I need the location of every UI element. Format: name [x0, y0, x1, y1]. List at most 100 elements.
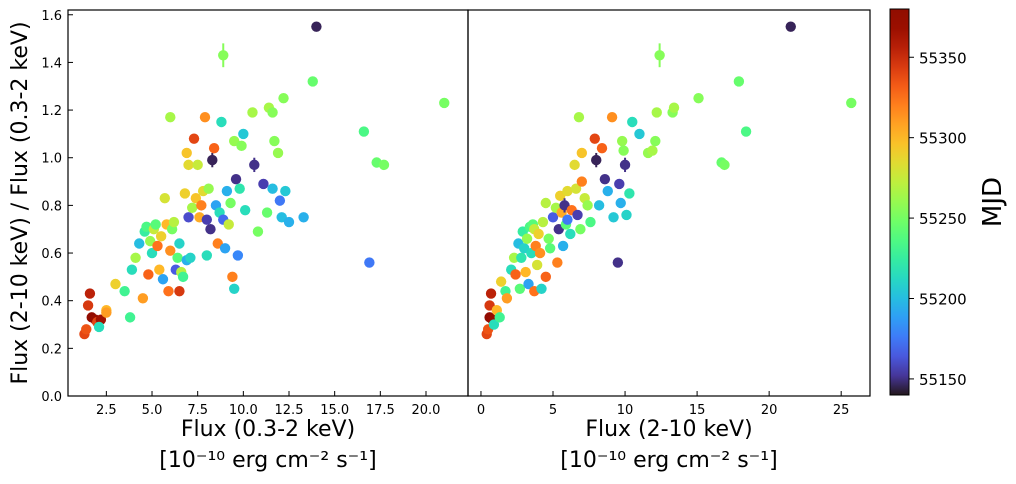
data-point	[179, 188, 191, 199]
data-point	[514, 283, 526, 294]
data-point	[283, 216, 295, 228]
x-tick-label: 20	[761, 403, 778, 418]
data-point	[733, 76, 745, 87]
data-point	[543, 233, 554, 244]
data-point	[510, 269, 521, 280]
data-point	[439, 97, 450, 109]
data-point	[608, 212, 619, 223]
data-point	[82, 300, 94, 311]
data-point	[155, 231, 167, 242]
data-point	[177, 271, 189, 283]
data-point	[544, 243, 556, 254]
plot-frame	[467, 9, 871, 397]
data-point	[227, 271, 238, 283]
data-point	[624, 188, 635, 199]
data-point	[238, 128, 249, 140]
x-tick-label: 20.0	[412, 403, 441, 418]
data-point	[183, 159, 194, 171]
data-point	[693, 92, 704, 104]
data-point	[488, 319, 500, 330]
colorbar-tick-label: 55150	[919, 371, 967, 389]
data-point	[172, 252, 183, 264]
data-point	[247, 107, 258, 118]
data-point	[557, 240, 569, 252]
data-point	[199, 112, 211, 123]
data-point	[650, 135, 661, 147]
data-point	[137, 293, 149, 304]
left-panel: 2.5 5.0 7.5 10.0 12.5 15.0 17.5 20.0 0.0 0.2 0.4 0.…	[8, 9, 469, 473]
data-point	[216, 116, 227, 128]
colorbar-label: MJD	[978, 177, 1008, 227]
data-point	[274, 195, 286, 206]
data-point	[130, 252, 141, 264]
y-tick-label: 0.2	[41, 342, 62, 357]
data-point	[485, 288, 497, 299]
data-point	[619, 159, 631, 171]
data-point	[230, 173, 242, 185]
data-point	[207, 154, 218, 166]
y-tick-label: 0.4	[41, 295, 62, 310]
data-point	[278, 92, 289, 104]
data-point	[593, 200, 605, 211]
data-point	[119, 285, 130, 297]
data-point	[654, 50, 665, 61]
data-point	[134, 238, 145, 249]
data-point	[203, 183, 214, 194]
x-axis-label: Flux (2-10 keV)	[585, 417, 752, 442]
data-point	[364, 257, 375, 268]
x-tick-label: 7.5	[187, 403, 208, 418]
y-axis-label: Flux (2-10 keV) / Flux (0.3-2 keV)	[8, 21, 33, 384]
data-point	[521, 233, 533, 244]
data-point	[101, 307, 112, 318]
data-point	[272, 147, 284, 159]
data-point	[84, 288, 96, 299]
data-point	[185, 252, 196, 264]
data-point	[531, 259, 543, 271]
data-point	[501, 293, 513, 304]
colorbar-tick-label: 55200	[919, 291, 967, 309]
x-axis-unit: [10⁻¹⁰ erg cm⁻² s⁻¹]	[560, 448, 777, 473]
data-point	[201, 250, 213, 261]
data-point	[562, 185, 573, 197]
data-point	[575, 224, 586, 235]
data-point	[196, 200, 207, 211]
data-point	[537, 216, 549, 228]
data-point	[183, 212, 194, 223]
data-point	[719, 159, 730, 171]
data-point	[647, 145, 658, 156]
data-point	[634, 128, 645, 140]
x-tick-label: 25	[833, 403, 850, 418]
colorbar-tick-label: 55300	[919, 130, 967, 148]
data-point	[358, 126, 370, 137]
data-point	[225, 197, 236, 209]
data-point	[615, 197, 626, 209]
data-point	[599, 173, 611, 185]
data-point	[205, 224, 216, 235]
data-point	[547, 212, 559, 223]
data-point	[570, 183, 582, 194]
data-point	[267, 183, 278, 194]
data-point	[378, 159, 390, 171]
plot-frame	[67, 9, 469, 397]
data-point	[221, 185, 233, 197]
data-point	[596, 142, 608, 154]
y-tick-label: 0.0	[41, 390, 62, 405]
data-point	[232, 250, 244, 261]
data-point	[181, 147, 192, 159]
data-point	[534, 247, 546, 259]
data-point	[565, 228, 576, 240]
data-point	[494, 312, 505, 323]
data-point	[540, 197, 552, 209]
colorbar: 55150 55200 55250 55300 55350 MJD	[889, 8, 1008, 396]
data-point	[651, 107, 662, 118]
data-point	[569, 159, 580, 171]
data-point	[234, 183, 245, 194]
x-tick-label: 5	[549, 403, 557, 418]
data-point	[152, 240, 163, 252]
data-point	[143, 269, 154, 280]
colorbar-tick-label: 55350	[919, 49, 967, 67]
data-point	[668, 102, 680, 113]
data-point	[267, 107, 278, 118]
data-point	[187, 202, 198, 213]
data-point	[159, 193, 171, 204]
